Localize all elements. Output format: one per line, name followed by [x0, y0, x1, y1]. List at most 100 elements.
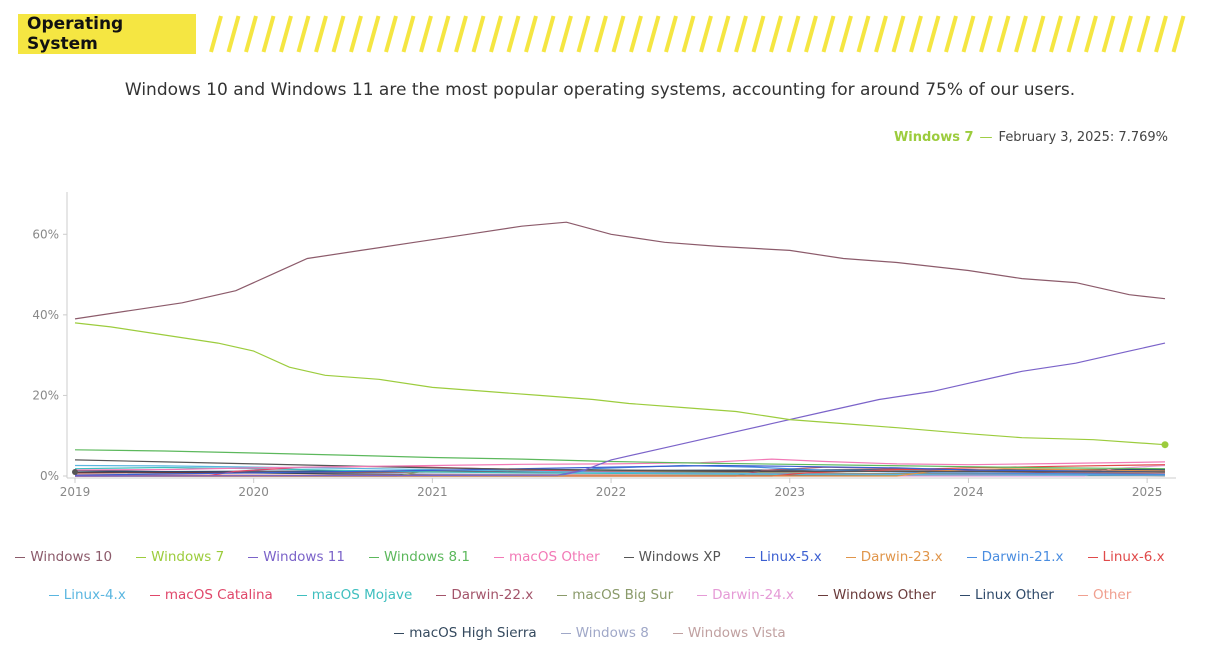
stripe [1031, 15, 1046, 53]
series-line-darwin-21-x[interactable] [75, 464, 1166, 477]
series-line-linux-4-x[interactable] [74, 464, 1166, 476]
legend-row: Linux-4.x macOS Catalina macOS Mojave Darwi… [40, 576, 1140, 614]
stripe [856, 15, 871, 53]
stripe [874, 15, 888, 53]
legend-item-windows-vista[interactable]: Windows Vista [672, 625, 786, 641]
series-line-windows-10[interactable] [74, 221, 1166, 320]
stripe [594, 15, 608, 53]
stripe [1154, 15, 1168, 53]
legend-swatch [966, 556, 977, 558]
stripe [506, 15, 521, 53]
stripe [366, 15, 381, 53]
stripe [1119, 15, 1133, 53]
legend-item-macos-big-sur[interactable]: macOS Big Sur [557, 587, 673, 603]
stripe [1084, 15, 1098, 53]
stripe [611, 15, 626, 53]
legend-swatch [697, 594, 708, 596]
legend-item-darwin-21-x[interactable]: Darwin-21.x [966, 549, 1064, 565]
stripe [279, 15, 293, 53]
highlight-point[interactable] [1161, 441, 1169, 449]
x-tick-label: 2019 [60, 485, 91, 499]
legend-label: Windows Vista [687, 625, 786, 641]
stripe [314, 15, 328, 53]
legend-item-macos-mojave[interactable]: macOS Mojave [296, 587, 413, 603]
section-header: Operating System [18, 14, 1188, 54]
x-tick-label: 2020 [238, 485, 269, 499]
stripe [419, 15, 433, 53]
x-tick-label: 2021 [417, 485, 448, 499]
decorative-stripes [209, 15, 1186, 53]
stripe [226, 15, 241, 53]
stripe [646, 15, 661, 53]
legend-item-windows-10[interactable]: Windows 10 [15, 549, 112, 565]
series-line-windows-11[interactable] [74, 342, 1166, 477]
stripe [716, 15, 731, 53]
legend-item-windows-other[interactable]: Windows Other [818, 587, 936, 603]
legend-item-linux-5-x[interactable]: Linux-5.x [744, 549, 822, 565]
stripe [1171, 15, 1186, 53]
legend-item-linux-other[interactable]: Linux Other [959, 587, 1054, 603]
legend-label: Darwin-23.x [860, 549, 943, 565]
x-tick-label: 2025 [1132, 485, 1163, 499]
series-line-windows-8-1[interactable] [74, 449, 1166, 470]
legend-swatch [48, 594, 59, 596]
legend-swatch [296, 594, 307, 596]
stripe [1101, 15, 1116, 53]
stripe [1136, 15, 1151, 53]
legend-item-other[interactable]: Other [1077, 587, 1131, 603]
line-chart[interactable]: 0% 20% 40% 60% 2019 2020 2021 2022 2023 2024 2025 [0, 180, 1224, 520]
stripe [751, 15, 766, 53]
legend-label: Darwin-21.x [981, 549, 1064, 565]
stripe [821, 15, 836, 53]
legend-label: macOS Other [508, 549, 600, 565]
legend-item-windows-7[interactable]: Windows 7 [136, 549, 224, 565]
legend-item-windows-8-1[interactable]: Windows 8.1 [368, 549, 470, 565]
legend-item-darwin-24-x[interactable]: Darwin-24.x [697, 587, 794, 603]
stripe [681, 15, 696, 53]
legend-item-macos-high-sierra[interactable]: macOS High Sierra [394, 625, 537, 641]
legend-label: Linux Other [974, 587, 1054, 603]
legend-label: Windows Other [833, 587, 936, 603]
section-title: Operating System [18, 14, 196, 54]
legend-item-windows-11[interactable]: Windows 11 [248, 549, 345, 565]
series-line-windows-7[interactable] [74, 322, 1166, 446]
legend-swatch [672, 632, 683, 634]
stripe [699, 15, 713, 53]
legend-item-linux-4-x[interactable]: Linux-4.x [48, 587, 126, 603]
stripe [961, 15, 976, 53]
legend-item-windows-8[interactable]: Windows 8 [560, 625, 649, 641]
tooltip-series: Windows 7 [893, 130, 974, 145]
stripe [996, 15, 1011, 53]
tooltip-value: 7.769% [1118, 130, 1168, 145]
legend-item-macos-catalina[interactable]: macOS Catalina [149, 587, 273, 603]
stripe [559, 15, 573, 53]
legend-swatch [845, 556, 856, 558]
legend-item-darwin-23-x[interactable]: Darwin-23.x [845, 549, 943, 565]
legend-item-macos-other[interactable]: macOS Other [493, 549, 600, 565]
legend-label: Windows 8 [575, 625, 649, 641]
legend-swatch [149, 594, 160, 596]
stripe [734, 15, 748, 53]
legend-swatch [394, 632, 405, 634]
series-line-linux-5-x[interactable] [74, 464, 1166, 476]
legend-label: macOS Mojave [311, 587, 413, 603]
start-marker [72, 468, 78, 475]
series-line-macos-other[interactable] [74, 458, 1166, 471]
legend-label: Darwin-22.x [451, 587, 534, 603]
legend-item-linux-6-x[interactable]: Linux-6.x [1087, 549, 1165, 565]
stripe [261, 15, 276, 53]
y-tick-label: 60% [32, 227, 59, 241]
legend-swatch [818, 594, 829, 596]
series-line-windows-xp[interactable] [74, 459, 1166, 473]
legend-swatch [744, 556, 755, 558]
legend-item-darwin-22-x[interactable]: Darwin-22.x [436, 587, 533, 603]
stripe [769, 15, 783, 53]
stripe [454, 15, 468, 53]
legend-label: Linux-4.x [63, 587, 126, 603]
legend-label: macOS Big Sur [572, 587, 674, 603]
stripe [524, 15, 538, 53]
stripe [909, 15, 923, 53]
y-tick-label: 0% [40, 469, 59, 483]
legend-item-windows-xp[interactable]: Windows XP [623, 549, 721, 565]
legend-label: Windows 11 [263, 549, 345, 565]
